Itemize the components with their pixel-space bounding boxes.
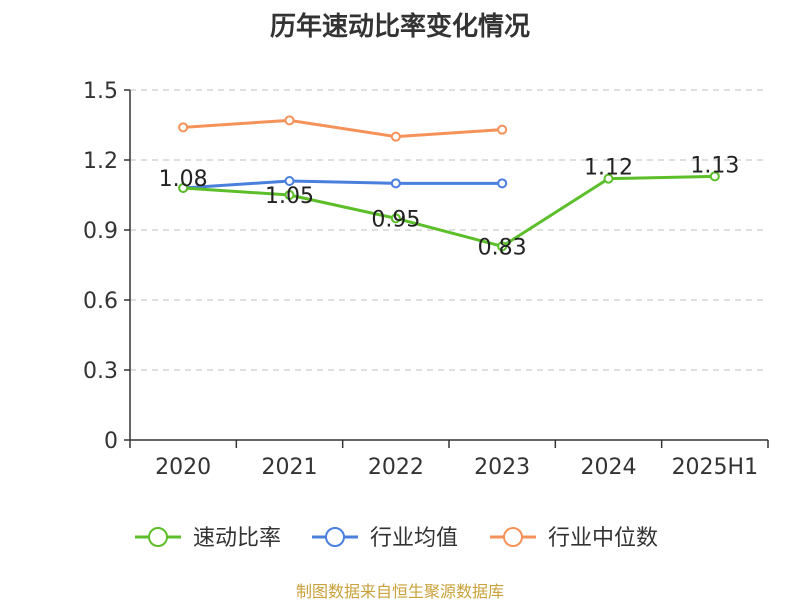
series-line-1 bbox=[183, 179, 503, 190]
data-point bbox=[390, 131, 401, 142]
data-point bbox=[709, 171, 720, 182]
legend-label: 行业中位数 bbox=[548, 526, 658, 551]
data-point bbox=[497, 124, 508, 135]
data-label: 1.08 bbox=[159, 167, 208, 192]
data-point bbox=[390, 178, 401, 189]
data-label: 1.13 bbox=[690, 153, 739, 178]
x-tick-label: 2024 bbox=[581, 455, 637, 480]
y-tick-label: 0 bbox=[104, 429, 118, 454]
data-label: 0.95 bbox=[371, 207, 420, 232]
x-tick-label: 2023 bbox=[474, 455, 530, 480]
data-label: 1.05 bbox=[265, 184, 314, 209]
data-label: 1.12 bbox=[584, 156, 633, 181]
x-tick-label: 2021 bbox=[262, 455, 318, 480]
data-point bbox=[497, 241, 508, 252]
data-point bbox=[390, 213, 401, 224]
x-tick-label: 2022 bbox=[368, 455, 424, 480]
legend-label: 速动比率 bbox=[193, 526, 281, 551]
data-point bbox=[497, 178, 508, 189]
data-point bbox=[284, 190, 295, 200]
x-tick-label: 2020 bbox=[155, 455, 211, 480]
legend-label: 行业均值 bbox=[370, 526, 458, 551]
data-label: 0.83 bbox=[478, 235, 527, 260]
source-note: 制图数据来自恒生聚源数据库 bbox=[295, 582, 504, 601]
y-tick-label: 0.3 bbox=[83, 359, 118, 384]
y-tick-label: 0.6 bbox=[83, 289, 118, 314]
series-line-0 bbox=[183, 174, 715, 248]
data-point bbox=[284, 115, 295, 126]
x-tick-label: 2025H1 bbox=[672, 455, 759, 480]
chart-title: 历年速动比率变化情况 bbox=[269, 12, 530, 42]
series-line-2 bbox=[183, 118, 503, 139]
data-point bbox=[178, 122, 189, 133]
y-tick-label: 0.9 bbox=[83, 219, 118, 244]
legend-marker bbox=[503, 527, 523, 547]
legend-marker bbox=[325, 527, 345, 547]
y-tick-label: 1.5 bbox=[83, 79, 118, 104]
data-point bbox=[603, 173, 614, 184]
data-point bbox=[178, 183, 189, 193]
y-tick-label: 1.2 bbox=[83, 149, 118, 174]
data-point bbox=[284, 176, 295, 186]
legend-marker bbox=[148, 527, 168, 547]
